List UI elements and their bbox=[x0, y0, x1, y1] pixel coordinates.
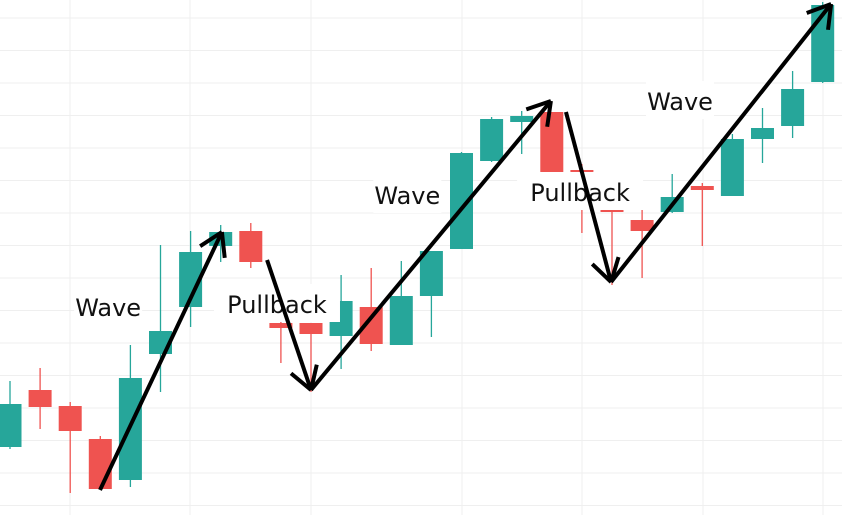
candle-body bbox=[88, 439, 112, 489]
arrow-shaft bbox=[609, 2, 833, 284]
candle bbox=[510, 111, 534, 154]
candle-body bbox=[389, 296, 413, 345]
arrow-head bbox=[826, 3, 834, 31]
candle-body bbox=[480, 119, 504, 161]
candle-body bbox=[359, 307, 383, 344]
annotation-arrow bbox=[98, 230, 227, 491]
annotation-text: Wave bbox=[647, 88, 713, 116]
candle-body bbox=[540, 112, 564, 174]
arrow-shaft bbox=[265, 259, 313, 391]
candle-body bbox=[510, 116, 534, 122]
candle bbox=[540, 112, 564, 174]
arrow-shaft bbox=[309, 99, 553, 392]
candle-body bbox=[690, 186, 714, 190]
annotation-label: Wave bbox=[646, 81, 715, 119]
candle-body bbox=[0, 404, 22, 447]
candle-body bbox=[269, 323, 293, 328]
candle bbox=[118, 345, 142, 487]
annotation-label: Pullback bbox=[517, 172, 644, 210]
annotation-label: Wave bbox=[74, 287, 143, 325]
candle-body bbox=[179, 252, 203, 307]
candle bbox=[389, 261, 413, 345]
candle bbox=[419, 251, 443, 337]
candle-body bbox=[239, 231, 263, 262]
candle bbox=[58, 402, 82, 493]
candle bbox=[299, 323, 323, 392]
arrow-head bbox=[545, 100, 553, 128]
candle bbox=[0, 381, 22, 449]
candle bbox=[450, 152, 473, 249]
annotation-text: Pullback bbox=[530, 179, 630, 207]
candle bbox=[751, 108, 774, 163]
candle bbox=[480, 117, 504, 162]
candle-body bbox=[751, 128, 774, 139]
candle bbox=[720, 134, 744, 196]
arrow-shaft bbox=[564, 111, 614, 283]
arrow-head bbox=[199, 230, 223, 248]
candle-body bbox=[419, 251, 443, 296]
candle bbox=[149, 245, 172, 392]
candle bbox=[239, 223, 263, 268]
annotation-text: Wave bbox=[374, 182, 440, 210]
arrow-head bbox=[525, 99, 552, 112]
arrow-head bbox=[289, 371, 313, 392]
candles bbox=[0, 2, 835, 493]
annotation-arrow bbox=[609, 2, 834, 284]
arrow-head bbox=[806, 2, 832, 15]
candle bbox=[88, 436, 112, 489]
candle-body bbox=[299, 323, 323, 334]
candle-body bbox=[720, 139, 744, 196]
candle bbox=[781, 71, 805, 138]
annotation-arrows bbox=[98, 2, 834, 491]
candle bbox=[690, 183, 714, 246]
candle bbox=[179, 231, 203, 327]
candle-body bbox=[28, 390, 52, 407]
annotation-text: Wave bbox=[75, 294, 141, 322]
candle bbox=[28, 368, 52, 429]
arrow-shaft bbox=[98, 231, 224, 491]
arrow-head bbox=[590, 262, 613, 284]
candle-body bbox=[781, 89, 805, 126]
arrow-head bbox=[219, 231, 227, 259]
annotation-label: Wave bbox=[373, 175, 442, 213]
candle-body bbox=[450, 153, 473, 249]
candle-body bbox=[58, 406, 82, 431]
annotation-arrow bbox=[309, 99, 553, 392]
candle bbox=[359, 268, 383, 351]
candle-body bbox=[630, 220, 654, 231]
